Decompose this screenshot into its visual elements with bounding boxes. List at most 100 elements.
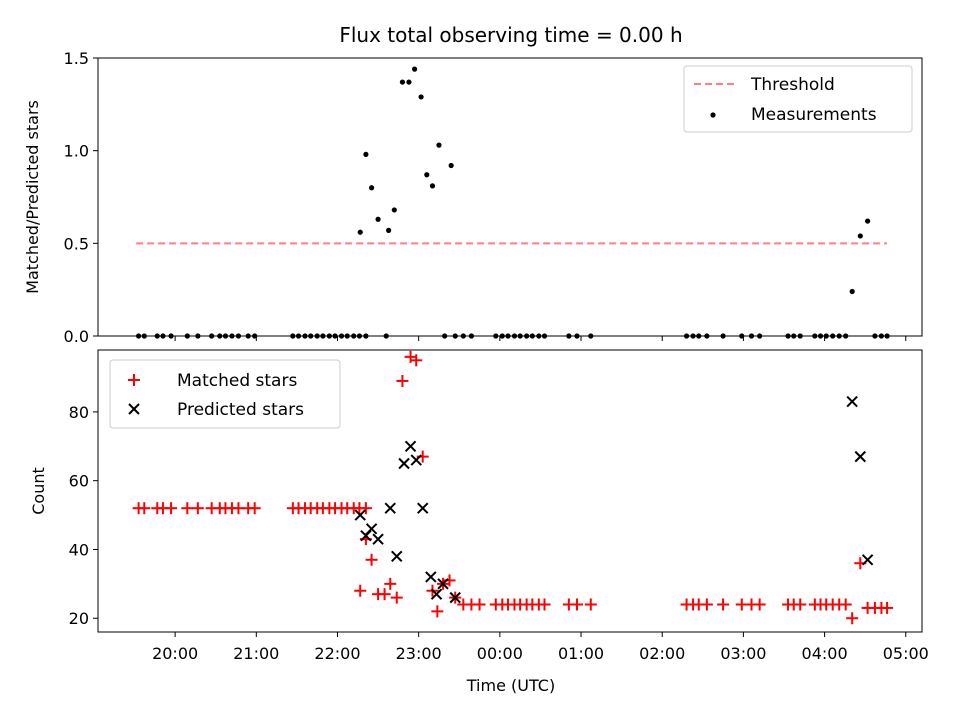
- matched-star-point: [365, 553, 378, 566]
- top-y-axis-label: Matched/Predicted stars: [23, 100, 42, 294]
- bottom-y-tick-label: 20: [69, 609, 89, 628]
- predicted-star-point: [437, 578, 449, 590]
- predicted-star-point: [372, 533, 384, 545]
- predicted-star-point: [846, 395, 858, 408]
- measurement-point: [418, 94, 424, 100]
- bottom-axes-frame: [97, 349, 923, 633]
- predicted-star-point: [854, 450, 867, 463]
- matched-star-point: [717, 598, 730, 611]
- top-y-ticks: 0.0 0.5 1.0 1.5: [64, 49, 98, 346]
- x-axis-label: Time (UTC): [466, 676, 555, 695]
- legend-matched-swatch: [128, 374, 140, 386]
- bottom-y-tick-label: 80: [69, 403, 89, 422]
- measurement-point: [386, 227, 392, 233]
- measurement-point: [857, 233, 863, 239]
- measurement-point: [399, 79, 406, 85]
- matched-star-point: [753, 598, 766, 611]
- x-tick-label: 03:00: [720, 644, 766, 663]
- matched-star-point: [473, 598, 486, 611]
- matched-star-point: [839, 598, 852, 611]
- top-y-tick-label: 0.5: [64, 234, 89, 253]
- bottom-y-ticks: 20 40 60 80: [69, 403, 98, 628]
- matched-star-point: [700, 598, 713, 611]
- matched-star-point: [538, 598, 551, 611]
- x-tick-label: 00:00: [477, 644, 523, 663]
- bottom-y-tick-label: 60: [69, 472, 89, 491]
- bottom-marks: [132, 350, 894, 625]
- top-y-tick-label: 0.0: [64, 327, 89, 346]
- legend-predicted-label: Predicted stars: [177, 400, 304, 420]
- x-tick-label: 05:00: [883, 644, 929, 663]
- measurement-point: [865, 218, 871, 224]
- measurement-point: [412, 66, 418, 72]
- measurement-point: [375, 216, 381, 222]
- bottom-x-ticks: 20:00 21:00 22:00 23:00 00:00 01:00 02:00 03:00…: [152, 632, 929, 663]
- predicted-star-point: [417, 502, 429, 514]
- predicted-star-point: [391, 550, 403, 563]
- bottom-y-axis-label: Count: [29, 467, 48, 515]
- predicted-star-point: [410, 454, 422, 466]
- measurement-point: [391, 207, 397, 213]
- top-panel: Flux total observing time = 0.00 h 0.00.…: [23, 23, 923, 346]
- measurement-point: [849, 288, 855, 295]
- predicted-star-point: [398, 457, 410, 470]
- bottom-legend-box: [109, 359, 341, 429]
- top-legend-box: [683, 65, 913, 133]
- x-tick-label: 23:00: [396, 644, 442, 663]
- matched-star-point: [570, 598, 583, 611]
- top-axes-frame: [97, 57, 923, 337]
- matched-star-point: [846, 612, 859, 625]
- matched-star-point: [384, 577, 397, 590]
- x-tick-label: 02:00: [639, 644, 685, 663]
- x-tick-label: 20:00: [152, 644, 198, 663]
- legend-predicted-swatch: [128, 403, 140, 415]
- top-x-ticks: [174, 336, 907, 341]
- x-tick-label: 01:00: [558, 644, 604, 663]
- matched-star-point: [181, 502, 194, 515]
- matched-star-point: [396, 374, 409, 387]
- predicted-star-point: [384, 502, 396, 514]
- matched-star-point: [248, 502, 261, 515]
- measurement-point: [406, 79, 412, 85]
- predicted-star-point: [861, 554, 874, 566]
- legend-measurements-swatch: [710, 112, 716, 118]
- predicted-star-point: [404, 440, 417, 452]
- x-tick-label: 04:00: [802, 644, 848, 663]
- matched-star-point: [354, 584, 367, 597]
- predicted-star-point: [365, 523, 378, 535]
- top-y-tick-label: 1.5: [64, 49, 89, 68]
- matched-star-point: [410, 354, 423, 367]
- matched-star-point: [165, 502, 178, 515]
- bottom-panel: 20 40 60 80 20:00 21:00 22:00 23:00 00:00 01:00 0…: [29, 349, 929, 695]
- chart-title: Flux total observing time = 0.00 h: [339, 23, 682, 47]
- measurement-point: [436, 142, 442, 148]
- measurement-point: [448, 162, 454, 169]
- predicted-star-point: [354, 509, 366, 521]
- matched-star-point: [431, 605, 444, 618]
- matched-star-point: [191, 502, 204, 515]
- predicted-star-point: [430, 588, 443, 600]
- x-tick-label: 22:00: [314, 644, 360, 663]
- top-y-tick-label: 1.0: [64, 142, 89, 161]
- measurement-point: [357, 229, 363, 235]
- matched-star-point: [359, 502, 372, 515]
- bottom-legend: Matched stars Predicted stars: [109, 359, 341, 429]
- predicted-star-point: [449, 591, 461, 604]
- matched-star-point: [378, 588, 391, 601]
- top-marks: [135, 66, 890, 339]
- measurement-point: [363, 151, 369, 157]
- measurement-point: [368, 185, 375, 191]
- predicted-star-point: [425, 571, 437, 583]
- matched-star-point: [794, 598, 807, 611]
- matched-star-point: [881, 601, 894, 614]
- measurement-point: [429, 183, 436, 189]
- matched-star-point: [390, 591, 403, 604]
- legend-threshold-label: Threshold: [750, 75, 835, 95]
- legend-matched-label: Matched stars: [177, 371, 297, 391]
- bottom-y-tick-label: 40: [69, 540, 89, 559]
- measurement-point: [424, 172, 430, 178]
- matched-star-point: [138, 502, 151, 515]
- legend-measurements-label: Measurements: [751, 105, 877, 125]
- matched-star-point: [584, 598, 597, 611]
